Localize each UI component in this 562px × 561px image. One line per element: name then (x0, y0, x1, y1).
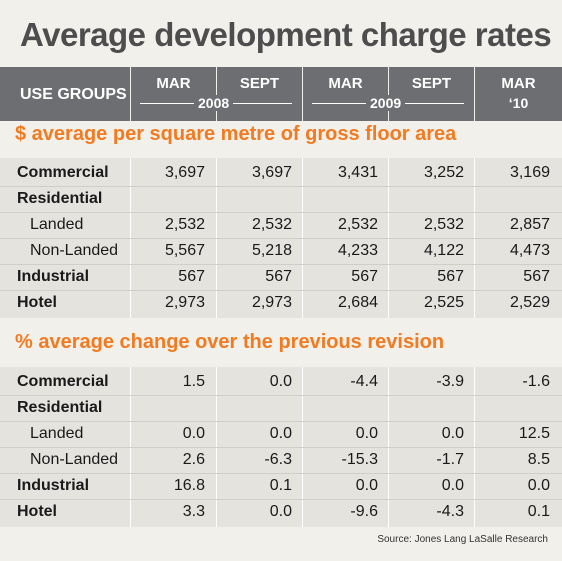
header-divider (130, 67, 131, 121)
table-cell: 567 (178, 268, 205, 285)
table-cell: 2,857 (509, 216, 550, 233)
section-title-percent-change: % average change over the previous revis… (15, 331, 445, 353)
row-label: Landed (30, 216, 84, 233)
row-label: Hotel (17, 503, 57, 520)
header-divider (388, 67, 389, 121)
row-label: Non-Landed (30, 242, 119, 259)
table-cell: 2,525 (423, 294, 464, 311)
row-divider (0, 264, 562, 265)
table-cell: 2,532 (251, 216, 292, 233)
column-header-mar-2008: MAR (156, 75, 191, 92)
table-cell: 0.0 (269, 373, 292, 390)
table-cell: 2,532 (423, 216, 464, 233)
table-cell: -3.9 (436, 373, 464, 390)
table-cell: 8.5 (527, 451, 550, 468)
row-divider (0, 499, 562, 500)
row-label: Commercial (17, 164, 109, 181)
row-divider (0, 421, 562, 422)
table-cell: 5,567 (164, 242, 205, 259)
row-label: Residential (17, 190, 103, 207)
row-divider (0, 238, 562, 239)
column-header-mar-2010: MAR (501, 75, 536, 92)
row-label: Hotel (17, 294, 57, 311)
table-cell: 2,532 (337, 216, 378, 233)
table-cell: 0.0 (269, 503, 292, 520)
table-cell: 16.8 (173, 477, 205, 494)
column-header-mar-2009: MAR (328, 75, 363, 92)
year-label-2010: ‘10 (508, 95, 529, 111)
table-cell: 0.0 (441, 477, 464, 494)
row-divider (0, 447, 562, 448)
table-cell: 4,473 (509, 242, 550, 259)
table-cell: 3.3 (182, 503, 205, 520)
table-cell: 3,697 (251, 164, 292, 181)
table-cell: 0.1 (527, 503, 550, 520)
table-cell: 2,529 (509, 294, 550, 311)
table-cell: 2,973 (164, 294, 205, 311)
row-divider (0, 212, 562, 213)
table-cell: -4.4 (350, 373, 378, 390)
table-cell: 0.0 (527, 477, 550, 494)
table-cell: -15.3 (341, 451, 378, 468)
source-note: Source: Jones Lang LaSalle Research (377, 534, 548, 545)
row-label: Landed (30, 425, 84, 442)
table-cell: 567 (523, 268, 550, 285)
use-groups-header: USE GROUPS (20, 86, 127, 103)
header-divider (302, 67, 303, 121)
table-cell: -1.6 (522, 373, 550, 390)
table-cell: -6.3 (264, 451, 292, 468)
table-header: USE GROUPS MAR SEPT MAR SEPT MAR 2008 20… (0, 67, 562, 121)
table-cell: 4,122 (423, 242, 464, 259)
row-label: Commercial (17, 373, 109, 390)
header-divider (216, 67, 217, 121)
year-label-2009: 2009 (366, 95, 406, 111)
table-cell: 0.0 (441, 425, 464, 442)
table-cell: 0.1 (269, 477, 292, 494)
row-label: Residential (17, 399, 103, 416)
table-cell: 3,431 (337, 164, 378, 181)
table-cell: 567 (351, 268, 378, 285)
table-cell: 2,684 (337, 294, 378, 311)
table-cell: 567 (437, 268, 464, 285)
table-cell: -1.7 (436, 451, 464, 468)
row-divider (0, 186, 562, 187)
table-cell: 3,252 (423, 164, 464, 181)
chart-title: Average development charge rates (20, 16, 552, 53)
row-label: Non-Landed (30, 451, 119, 468)
year-label-2008: 2008 (194, 95, 234, 111)
table-cell: 2,973 (251, 294, 292, 311)
row-divider (0, 395, 562, 396)
table-cell: 0.0 (355, 477, 378, 494)
table-cell: 0.0 (355, 425, 378, 442)
table-cell: 3,697 (164, 164, 205, 181)
table-cell: -9.6 (350, 503, 378, 520)
row-label: Industrial (17, 268, 90, 285)
table-cell: 567 (265, 268, 292, 285)
section-title-average-rate: $ average per square metre of gross floo… (15, 123, 457, 145)
table-cell: 3,169 (509, 164, 550, 181)
table-cell: 1.5 (182, 373, 205, 390)
column-header-sept-2008: SEPT (239, 75, 280, 92)
table-cell: 2,532 (164, 216, 205, 233)
table-cell: 2.6 (182, 451, 205, 468)
table-cell: 0.0 (182, 425, 205, 442)
table-cell: 5,218 (251, 242, 292, 259)
row-divider (0, 473, 562, 474)
column-header-sept-2009: SEPT (411, 75, 452, 92)
table-cell: 0.0 (269, 425, 292, 442)
table-cell: 4,233 (337, 242, 378, 259)
table-cell: -4.3 (436, 503, 464, 520)
row-label: Industrial (17, 477, 90, 494)
row-divider (0, 290, 562, 291)
header-divider (474, 67, 475, 121)
table-cell: 12.5 (518, 425, 550, 442)
